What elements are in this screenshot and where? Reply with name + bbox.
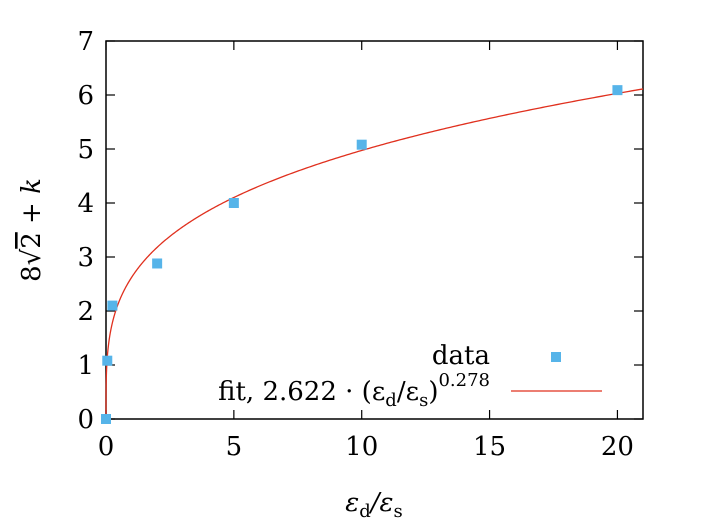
- x-label-sub2: s: [393, 501, 402, 522]
- legend-fit-mid: /ε: [397, 377, 419, 407]
- data-point-6: [612, 85, 623, 96]
- y-tick-label-1: 1: [77, 351, 94, 381]
- y-label-radicand: 2: [17, 232, 47, 249]
- data-point-2: [107, 300, 118, 311]
- fit-curve: [105, 88, 644, 419]
- y-tick-label-0: 0: [77, 405, 94, 435]
- legend-data-marker: [551, 352, 561, 362]
- x-tick-label-2: 10: [345, 432, 378, 462]
- y-label-pre: 8: [17, 265, 47, 282]
- x-tick-label-4: 20: [601, 432, 634, 462]
- y-tick-label-3: 3: [77, 243, 94, 273]
- y-tick-labels: 0 1 2 3 4 5 6 7: [77, 27, 94, 435]
- legend-data-label: data: [432, 341, 490, 371]
- y-label-plus: +: [17, 194, 47, 232]
- legend: data fit, 2.622 · (εd/εs)0.278: [218, 341, 602, 411]
- x-tick-labels: 0 5 10 15 20: [98, 432, 634, 462]
- legend-fit-label: fit, 2.622 · (εd/εs)0.278: [218, 370, 490, 411]
- y-label-var: k: [17, 178, 47, 194]
- y-axis-label: 8√2 + k: [17, 178, 47, 282]
- data-point-3: [152, 258, 163, 269]
- legend-fit-exponent: 0.278: [438, 370, 490, 391]
- data-points: [101, 85, 623, 424]
- legend-fit-sub2: s: [419, 390, 428, 411]
- y-tick-label-5: 5: [77, 135, 94, 165]
- data-point-1: [102, 355, 113, 366]
- y-label-radical: √: [17, 248, 47, 265]
- legend-fit-sub1: d: [385, 390, 397, 411]
- data-point-0: [101, 414, 111, 424]
- x-label-pre: ε: [345, 488, 359, 518]
- legend-fit-prefix: fit, 2.622 · (ε: [218, 377, 385, 407]
- x-tick-label-1: 5: [226, 432, 243, 462]
- data-point-5: [356, 139, 367, 150]
- x-axis-label: εd/εs: [345, 488, 402, 522]
- x-tick-label-3: 15: [473, 432, 506, 462]
- x-label-mid: /ε: [368, 488, 394, 518]
- y-tick-label-7: 7: [77, 27, 94, 57]
- data-point-4: [228, 198, 239, 208]
- y-tick-label-4: 4: [77, 189, 94, 219]
- legend-fit-close: ): [428, 377, 438, 407]
- plot-frame: [105, 40, 644, 420]
- y-tick-label-2: 2: [77, 297, 94, 327]
- y-tick-label-6: 6: [77, 81, 94, 111]
- ticks-group: [105, 40, 643, 420]
- x-label-sub1: d: [359, 501, 371, 522]
- x-tick-label-0: 0: [98, 432, 115, 462]
